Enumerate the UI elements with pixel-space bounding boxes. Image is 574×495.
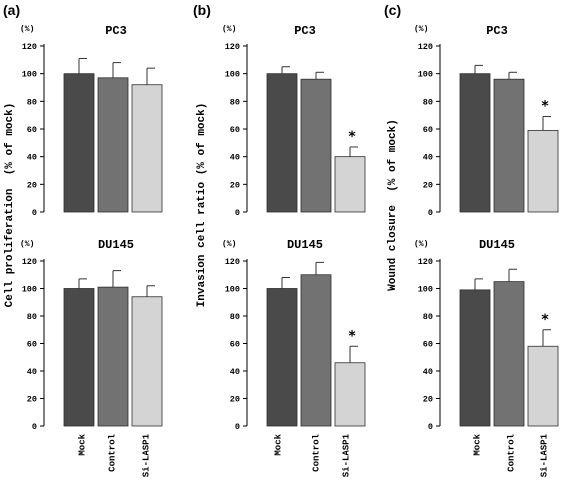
y-tick-label-c-du145: 40	[423, 367, 433, 377]
y-tick-label-c-pc3: 120	[418, 42, 433, 52]
y-tick-label-c-pc3: 100	[418, 70, 433, 80]
y-tick-label-a-du145: 100	[22, 285, 37, 295]
significance-marker-c-pc3-si-lasp1: *	[541, 99, 549, 115]
chart-title-c-pc3: PC3	[486, 24, 508, 38]
bar-b-pc3-mock	[266, 73, 298, 213]
chart-title-a-du145: DU145	[98, 238, 134, 252]
bar-c-du145-mock	[459, 289, 491, 427]
y-tick-label-a-pc3: 120	[22, 42, 37, 52]
bar-a-du145-si-lasp1	[131, 296, 163, 427]
category-label-c-si-lasp1: Si-LASP1	[539, 433, 549, 477]
y-tick-label-a-pc3: 0	[32, 208, 37, 218]
bar-b-pc3-si-lasp1	[334, 156, 366, 213]
bar-b-pc3-control	[300, 78, 332, 213]
category-label-c-mock: Mock	[472, 433, 482, 455]
chart-title-b-pc3: PC3	[294, 24, 316, 38]
category-label-a-mock: Mock	[77, 433, 87, 455]
y-tick-label-b-du145: 0	[235, 422, 240, 432]
unit-label-c-du145: (%)	[414, 240, 428, 249]
y-tick-label-a-pc3: 60	[27, 125, 37, 135]
bar-a-du145-mock	[63, 288, 95, 427]
y-tick-label-c-du145: 100	[418, 285, 433, 295]
y-tick-label-a-pc3: 40	[27, 153, 37, 163]
bar-b-du145-mock	[266, 288, 298, 427]
y-tick-label-a-du145: 20	[27, 395, 37, 405]
y-tick-label-c-pc3: 60	[423, 125, 433, 135]
bar-c-pc3-si-lasp1	[527, 129, 559, 213]
bar-c-du145-si-lasp1	[527, 345, 559, 427]
category-label-b-control: Control	[311, 433, 321, 471]
bar-b-du145-si-lasp1	[334, 362, 366, 427]
y-tick-label-c-pc3: 40	[423, 153, 433, 163]
unit-label-a-pc3: (%)	[20, 25, 34, 34]
category-label-b-si-lasp1: Si-LASP1	[341, 433, 351, 477]
unit-label-c-pc3: (%)	[414, 25, 428, 34]
y-tick-label-b-pc3: 120	[225, 42, 240, 52]
significance-marker-c-du145-si-lasp1: *	[541, 312, 549, 328]
y-tick-label-a-pc3: 20	[27, 180, 37, 190]
significance-marker-b-du145-si-lasp1: *	[348, 328, 356, 344]
bar-b-du145-control	[300, 274, 332, 427]
panel-letter-a: (a)	[3, 2, 20, 18]
y-tick-label-c-du145: 60	[423, 340, 433, 350]
y-tick-label-a-du145: 40	[27, 367, 37, 377]
y-tick-label-c-pc3: 0	[428, 208, 433, 218]
y-tick-label-c-pc3: 80	[423, 97, 433, 107]
y-tick-label-b-pc3: 80	[230, 97, 240, 107]
y-tick-label-a-du145: 80	[27, 312, 37, 322]
chart-title-a-pc3: PC3	[105, 24, 127, 38]
ylabel-panel-b: Invasion cell ratio (% of mock)	[196, 103, 208, 308]
bar-a-du145-control	[97, 286, 129, 427]
y-tick-label-c-du145: 80	[423, 312, 433, 322]
category-label-b-mock: Mock	[273, 433, 283, 455]
bar-c-pc3-mock	[459, 73, 491, 213]
y-tick-label-b-du145: 60	[230, 340, 240, 350]
bar-a-pc3-mock	[63, 73, 95, 213]
y-tick-label-b-pc3: 100	[225, 70, 240, 80]
significance-marker-b-pc3-si-lasp1: *	[348, 129, 356, 145]
unit-label-b-du145: (%)	[222, 240, 236, 249]
y-tick-label-b-pc3: 60	[230, 125, 240, 135]
y-tick-label-b-du145: 120	[225, 257, 240, 267]
y-tick-label-a-pc3: 80	[27, 97, 37, 107]
y-tick-label-b-du145: 40	[230, 367, 240, 377]
bar-a-pc3-control	[97, 77, 129, 213]
y-tick-label-a-du145: 0	[32, 422, 37, 432]
y-tick-label-c-du145: 20	[423, 395, 433, 405]
y-tick-label-b-pc3: 20	[230, 180, 240, 190]
y-tick-label-c-du145: 0	[428, 422, 433, 432]
y-tick-label-b-pc3: 0	[235, 208, 240, 218]
chart-title-b-du145: DU145	[287, 238, 323, 252]
y-tick-label-b-du145: 80	[230, 312, 240, 322]
y-tick-label-b-pc3: 40	[230, 153, 240, 163]
unit-label-b-pc3: (%)	[222, 25, 236, 34]
y-tick-label-a-pc3: 100	[22, 70, 37, 80]
chart-layer: 0 20 40 60 80 100 120 0 20 40 60 80 100 120 0 20 40 60 80 1…	[22, 42, 559, 432]
chart-title-c-du145: DU145	[479, 238, 515, 252]
y-tick-label-b-du145: 100	[225, 285, 240, 295]
bar-a-pc3-si-lasp1	[131, 84, 163, 213]
y-tick-label-c-du145: 120	[418, 257, 433, 267]
category-label-c-control: Control	[506, 433, 516, 471]
category-label-a-control: Control	[107, 433, 117, 471]
bar-c-du145-control	[493, 281, 525, 427]
y-tick-label-a-du145: 120	[22, 257, 37, 267]
panel-letter-b: (b)	[193, 2, 211, 18]
bar-c-pc3-control	[493, 78, 525, 213]
category-label-a-si-lasp1: Si-LASP1	[141, 433, 151, 477]
ylabel-panel-c: Wound closure (% of mock)	[387, 119, 399, 291]
y-tick-label-a-du145: 60	[27, 340, 37, 350]
panel-letter-c: (c)	[384, 2, 401, 18]
y-tick-label-b-du145: 20	[230, 395, 240, 405]
ylabel-panel-a: Cell proliferation (% of mock)	[4, 103, 16, 308]
unit-label-a-du145: (%)	[20, 240, 34, 249]
y-tick-label-c-pc3: 20	[423, 180, 433, 190]
